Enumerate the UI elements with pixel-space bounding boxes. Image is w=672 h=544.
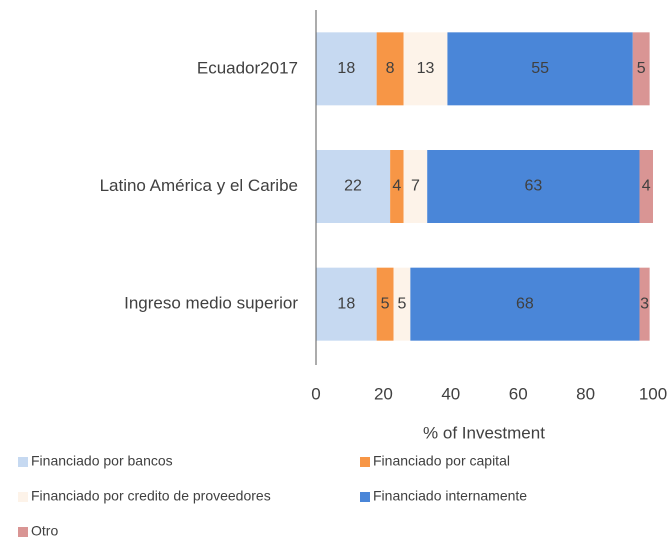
data-label: 18 — [337, 295, 355, 312]
bar-segment — [316, 150, 391, 223]
bar-segment — [632, 32, 650, 106]
x-tick-label: 60 — [509, 384, 528, 403]
legend-label: Financiado internamente — [373, 488, 527, 504]
data-label: 5 — [381, 295, 390, 312]
data-label: 8 — [386, 60, 395, 77]
legend-swatch — [18, 457, 28, 467]
legend-label: Financiado por credito de proveedores — [31, 488, 271, 504]
data-label: 7 — [411, 178, 420, 195]
legend-swatch — [18, 527, 28, 537]
data-label: 5 — [637, 60, 646, 77]
data-label: 63 — [524, 178, 542, 195]
bar-segment — [393, 267, 411, 341]
x-tick-label: 0 — [311, 384, 320, 403]
bar-segment — [316, 32, 377, 106]
bar-segment — [639, 150, 653, 223]
data-label: 68 — [516, 295, 534, 312]
legend-swatch — [360, 457, 370, 467]
bar-segment — [447, 32, 633, 106]
x-tick-label: 20 — [374, 384, 393, 403]
bar-segment — [390, 150, 404, 223]
legend-label: Financiado por bancos — [31, 453, 173, 469]
legend-label: Financiado por capital — [373, 453, 510, 469]
bar-segment — [410, 267, 640, 341]
bar-segment — [403, 32, 448, 106]
legend-swatch — [18, 492, 28, 502]
bar-segment — [427, 150, 640, 223]
legend-label: Otro — [31, 523, 58, 539]
bar-segment — [639, 267, 650, 341]
category-label: Latino América y el Caribe — [100, 176, 298, 195]
data-label: 18 — [337, 60, 355, 77]
x-tick-label: 100 — [639, 384, 667, 403]
bar-segment — [316, 267, 377, 341]
data-label: 3 — [640, 295, 649, 312]
data-label: 4 — [392, 178, 401, 195]
x-tick-label: 80 — [576, 384, 595, 403]
category-label: Ecuador2017 — [197, 58, 298, 77]
bar-segment — [376, 32, 404, 106]
legend-swatch — [360, 492, 370, 502]
data-label: 13 — [417, 60, 435, 77]
data-label: 22 — [344, 178, 362, 195]
bar-segment — [403, 150, 428, 223]
data-label: 4 — [642, 178, 651, 195]
x-axis-title: % of Investment — [423, 423, 545, 442]
x-tick-label: 40 — [441, 384, 460, 403]
data-label: 5 — [397, 295, 406, 312]
bar-segment — [376, 267, 394, 341]
data-label: 55 — [531, 60, 549, 77]
category-label: Ingreso medio superior — [124, 294, 298, 313]
